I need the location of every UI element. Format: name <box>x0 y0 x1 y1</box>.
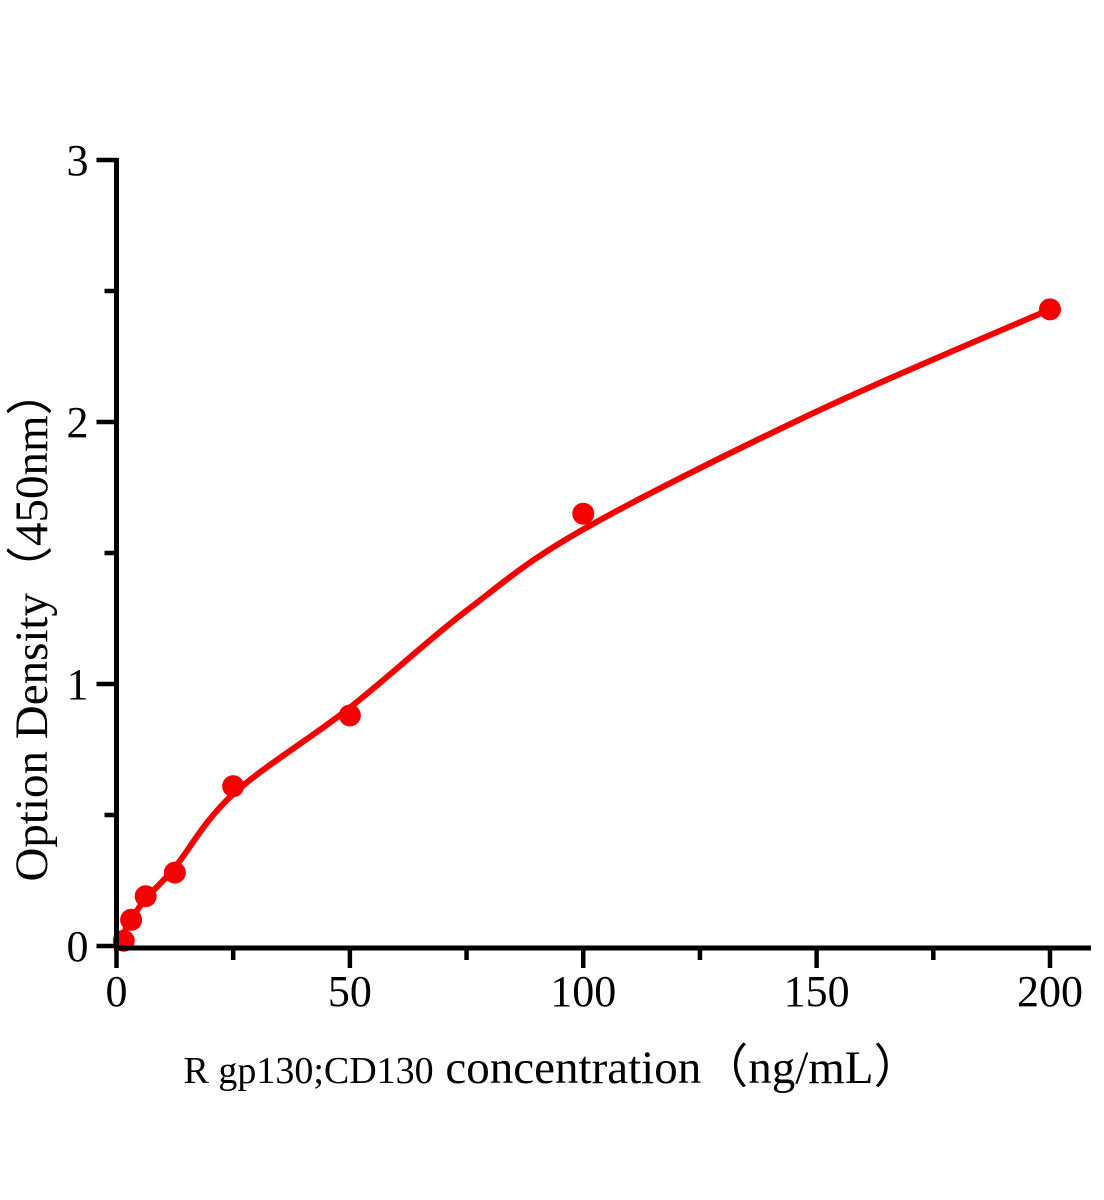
x-tick-label: 150 <box>784 967 850 1016</box>
data-point <box>1039 298 1061 321</box>
data-point <box>572 502 595 525</box>
data-point <box>163 861 186 884</box>
data-point <box>338 704 361 727</box>
data-point <box>134 885 157 908</box>
data-point <box>222 775 245 798</box>
x-tick-label: 50 <box>328 967 372 1016</box>
x-axis-title-main: concentration（ng/mL） <box>433 1042 921 1094</box>
x-axis-title-prefix: R gp130;CD130 <box>183 1050 434 1092</box>
y-tick-label: 0 <box>67 922 89 971</box>
data-point <box>120 908 143 931</box>
y-tick-label: 2 <box>67 398 89 447</box>
x-axis-title: R gp130;CD130 concentration（ng/mL） <box>0 1028 1104 1097</box>
y-tick-label: 1 <box>67 660 89 709</box>
x-tick-label: 100 <box>550 967 616 1016</box>
fitted-curve-path <box>113 306 1053 949</box>
x-tick-label: 0 <box>106 967 128 1016</box>
y-tick-label: 3 <box>67 136 89 185</box>
y-axis-title: Option Density（450nm） <box>6 368 58 882</box>
x-tick-label: 200 <box>1017 967 1083 1016</box>
